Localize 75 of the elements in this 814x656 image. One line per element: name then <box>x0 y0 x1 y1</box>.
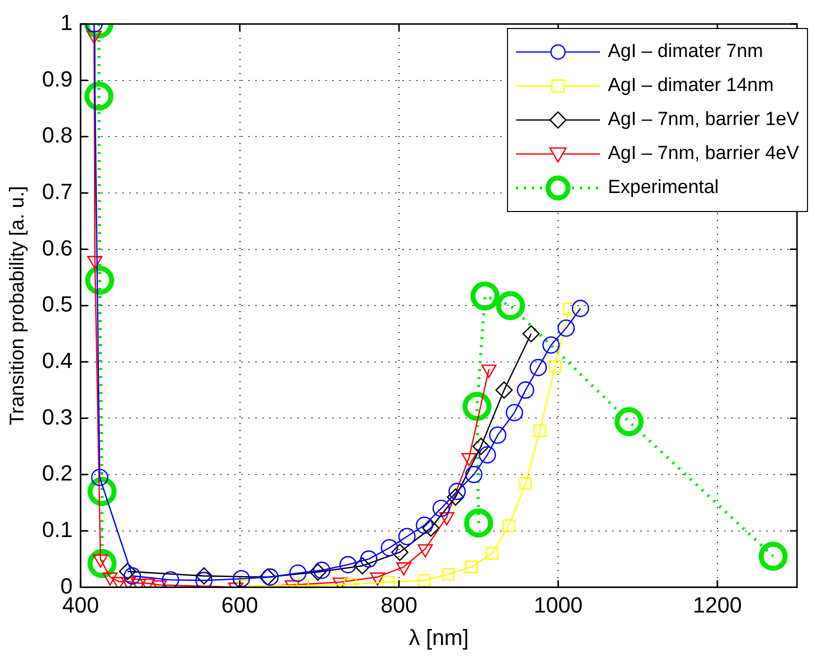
point <box>309 563 326 581</box>
point <box>462 392 492 421</box>
point <box>486 547 498 560</box>
point <box>519 477 532 490</box>
point <box>495 381 513 399</box>
x-tick-label: 1000 <box>534 592 583 618</box>
x-tick-label: 600 <box>221 592 258 618</box>
point <box>563 302 576 316</box>
point <box>448 482 466 500</box>
x-tick-label: 1200 <box>692 592 742 618</box>
point <box>502 520 516 532</box>
point <box>530 358 547 376</box>
legend-label: AgI – dimater 14nm <box>608 75 774 97</box>
point <box>313 562 330 579</box>
y-tick-label: 0.1 <box>42 516 73 542</box>
y-tick-label: 0.2 <box>42 460 73 486</box>
x-axis-title: λ [nm] <box>408 624 469 650</box>
point <box>418 574 431 587</box>
point <box>542 336 560 354</box>
point <box>289 564 307 582</box>
point <box>84 82 114 111</box>
point <box>470 282 500 311</box>
y-tick-label: 0.3 <box>42 404 73 430</box>
point <box>382 576 395 588</box>
point <box>91 468 108 486</box>
point <box>232 570 250 588</box>
point <box>548 360 562 373</box>
point <box>88 549 117 578</box>
point <box>614 407 644 436</box>
point <box>558 319 575 337</box>
point <box>88 476 117 506</box>
y-tick-label: 0.8 <box>42 122 73 148</box>
point <box>522 325 540 342</box>
point <box>360 550 378 568</box>
point <box>118 562 136 580</box>
y-tick-label: 0.9 <box>42 66 73 92</box>
point <box>162 571 180 588</box>
point <box>354 557 372 574</box>
point <box>339 556 357 574</box>
y-tick-label: 0.6 <box>42 235 73 260</box>
point <box>398 528 416 546</box>
point <box>422 519 440 537</box>
point <box>506 404 524 422</box>
legend-label: AgI – 7nm, barrier 4eV <box>608 143 799 165</box>
legend-label: AgI – 7nm, barrier 1eV <box>608 109 799 131</box>
point <box>572 300 590 318</box>
point <box>516 381 534 399</box>
point <box>391 544 408 561</box>
point <box>758 542 788 571</box>
point <box>416 516 434 534</box>
x-tick-label: 800 <box>380 592 418 618</box>
point <box>380 539 398 556</box>
point <box>489 426 506 444</box>
y-tick-label: 0.7 <box>42 179 73 204</box>
y-tick-label: 0.5 <box>42 292 73 317</box>
y-tick-label: 0 <box>60 573 73 598</box>
point <box>465 560 478 574</box>
point <box>85 266 114 295</box>
point <box>534 424 546 437</box>
point <box>442 568 455 581</box>
point <box>432 500 450 517</box>
legend-label: Experimental <box>608 177 719 199</box>
point <box>478 446 496 464</box>
legend-label: AgI – dimater 7nm <box>608 41 764 63</box>
point <box>496 291 525 320</box>
point <box>464 508 494 538</box>
y-tick-label: 1 <box>60 10 73 36</box>
point <box>465 466 482 484</box>
y-tick-label: 0.4 <box>42 348 73 373</box>
point <box>446 488 464 506</box>
point <box>195 572 213 588</box>
point <box>472 438 490 456</box>
point <box>124 567 141 585</box>
y-axis-title: Transition probability [a. u.] <box>6 186 29 426</box>
point <box>195 567 213 585</box>
